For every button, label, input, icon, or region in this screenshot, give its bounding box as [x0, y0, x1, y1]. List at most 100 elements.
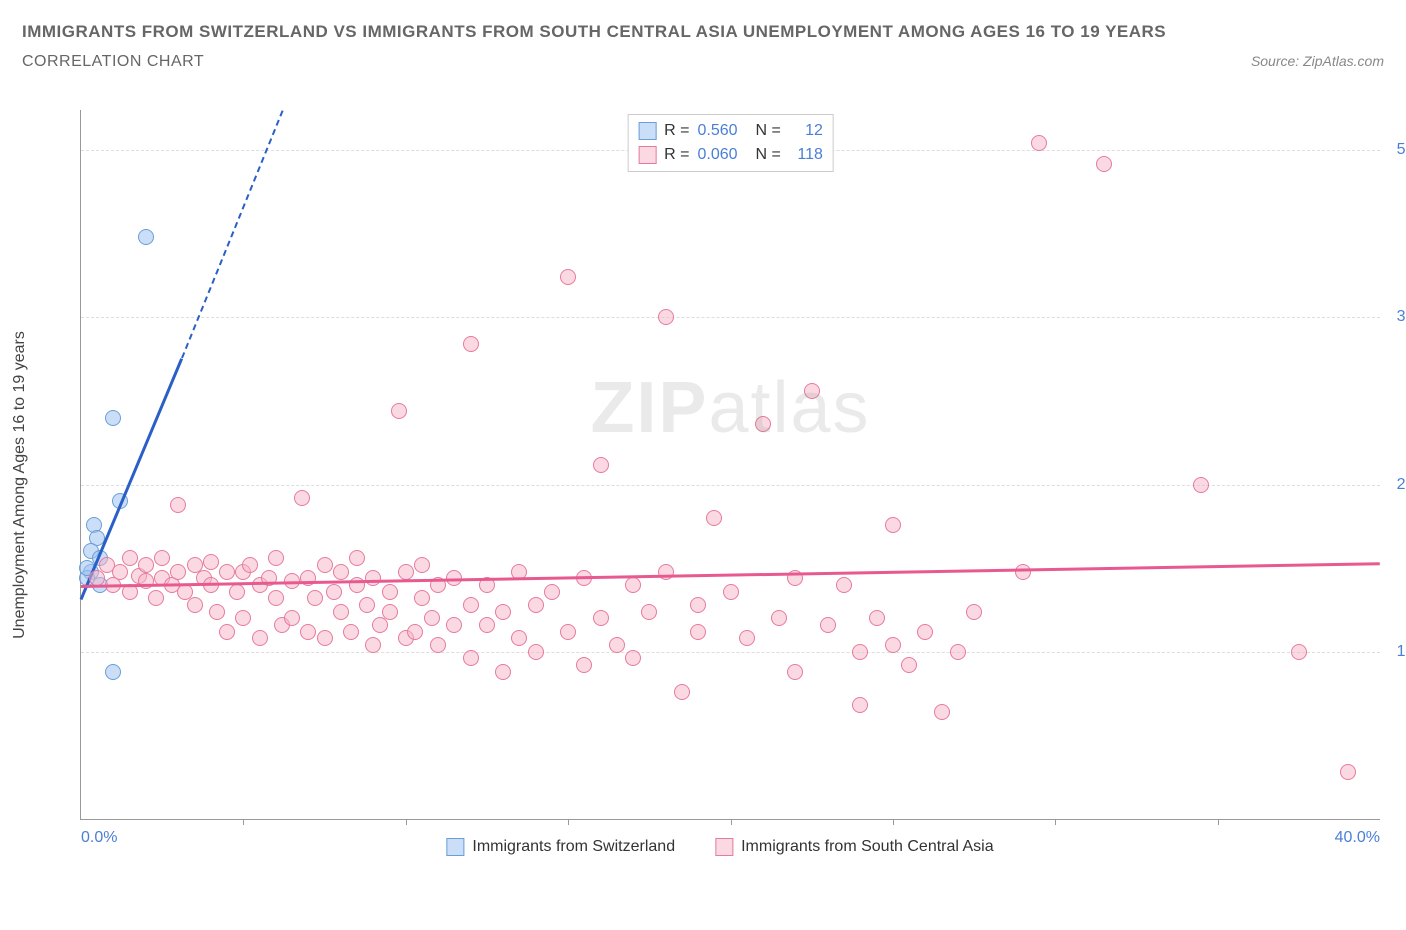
data-point-switzerland [105, 410, 121, 426]
data-point-south-central-asia [242, 557, 258, 573]
series-legend: Immigrants from Switzerland Immigrants fr… [446, 838, 993, 856]
data-point-south-central-asia [170, 497, 186, 513]
x-tick [731, 819, 732, 825]
data-point-south-central-asia [739, 630, 755, 646]
gridline [81, 485, 1380, 486]
x-tick [568, 819, 569, 825]
chart-title: IMMIGRANTS FROM SWITZERLAND VS IMMIGRANT… [22, 18, 1384, 45]
data-point-south-central-asia [869, 610, 885, 626]
data-point-south-central-asia [885, 637, 901, 653]
data-point-south-central-asia [755, 416, 771, 432]
data-point-south-central-asia [333, 604, 349, 620]
data-point-south-central-asia [229, 584, 245, 600]
legend-stat-row: R =0.560N =12 [638, 119, 823, 143]
data-point-south-central-asia [950, 644, 966, 660]
data-point-south-central-asia [138, 557, 154, 573]
data-point-south-central-asia [307, 590, 323, 606]
data-point-south-central-asia [674, 684, 690, 700]
data-point-south-central-asia [382, 584, 398, 600]
data-point-south-central-asia [690, 597, 706, 613]
data-point-south-central-asia [203, 554, 219, 570]
data-point-south-central-asia [112, 564, 128, 580]
subtitle-row: CORRELATION CHART Source: ZipAtlas.com [22, 53, 1384, 71]
legend-item-switzerland: Immigrants from Switzerland [446, 838, 675, 856]
watermark: ZIPatlas [590, 367, 870, 449]
data-point-south-central-asia [326, 584, 342, 600]
y-tick-label: 37.5% [1397, 308, 1406, 326]
legend-swatch-south-central-asia [638, 146, 656, 164]
data-point-south-central-asia [771, 610, 787, 626]
y-tick-label: 25.0% [1397, 476, 1406, 494]
data-point-south-central-asia [170, 564, 186, 580]
data-point-south-central-asia [284, 610, 300, 626]
data-point-south-central-asia [138, 573, 154, 589]
legend-series-name: Immigrants from South Central Asia [741, 838, 994, 856]
data-point-south-central-asia [901, 657, 917, 673]
data-point-south-central-asia [641, 604, 657, 620]
data-point-south-central-asia [820, 617, 836, 633]
legend-item-south-central-asia: Immigrants from South Central Asia [715, 838, 994, 856]
legend-series-name: Immigrants from Switzerland [472, 838, 675, 856]
x-tick [1055, 819, 1056, 825]
legend-stat-row: R =0.060N =118 [638, 143, 823, 167]
data-point-south-central-asia [560, 624, 576, 640]
title-block: IMMIGRANTS FROM SWITZERLAND VS IMMIGRANT… [22, 18, 1384, 71]
data-point-south-central-asia [252, 630, 268, 646]
r-label: R = [664, 143, 689, 167]
chart-area: Unemployment Among Ages 16 to 19 years Z… [60, 110, 1380, 860]
data-point-south-central-asia [365, 637, 381, 653]
data-point-south-central-asia [294, 490, 310, 506]
x-tick [893, 819, 894, 825]
r-label: R = [664, 119, 689, 143]
data-point-south-central-asia [528, 644, 544, 660]
gridline [81, 317, 1380, 318]
x-tick [406, 819, 407, 825]
data-point-south-central-asia [154, 550, 170, 566]
data-point-switzerland [105, 664, 121, 680]
data-point-south-central-asia [495, 604, 511, 620]
data-point-south-central-asia [317, 630, 333, 646]
data-point-south-central-asia [1015, 564, 1031, 580]
data-point-south-central-asia [300, 570, 316, 586]
data-point-south-central-asia [885, 517, 901, 533]
data-point-south-central-asia [463, 336, 479, 352]
data-point-south-central-asia [593, 457, 609, 473]
data-point-south-central-asia [852, 697, 868, 713]
y-axis-label: Unemployment Among Ages 16 to 19 years [11, 331, 29, 639]
n-value: 118 [789, 143, 823, 167]
data-point-south-central-asia [1340, 764, 1356, 780]
scatter-plot: ZIPatlas R =0.560N =12R =0.060N =118 12.… [80, 110, 1380, 820]
data-point-south-central-asia [300, 624, 316, 640]
gridline [81, 652, 1380, 653]
data-point-south-central-asia [372, 617, 388, 633]
r-value: 0.560 [697, 119, 737, 143]
x-tick [243, 819, 244, 825]
data-point-switzerland [138, 229, 154, 245]
source-attribution: Source: ZipAtlas.com [1251, 53, 1384, 69]
data-point-south-central-asia [609, 637, 625, 653]
data-point-south-central-asia [343, 624, 359, 640]
data-point-south-central-asia [658, 309, 674, 325]
data-point-south-central-asia [463, 650, 479, 666]
data-point-south-central-asia [148, 590, 164, 606]
data-point-south-central-asia [1096, 156, 1112, 172]
data-point-south-central-asia [446, 617, 462, 633]
data-point-south-central-asia [430, 637, 446, 653]
data-point-south-central-asia [424, 610, 440, 626]
data-point-south-central-asia [690, 624, 706, 640]
data-point-south-central-asia [852, 644, 868, 660]
data-point-south-central-asia [398, 564, 414, 580]
n-value: 12 [789, 119, 823, 143]
data-point-south-central-asia [219, 624, 235, 640]
data-point-south-central-asia [479, 617, 495, 633]
data-point-south-central-asia [209, 604, 225, 620]
data-point-south-central-asia [804, 383, 820, 399]
legend-swatch-icon [446, 838, 464, 856]
data-point-south-central-asia [576, 657, 592, 673]
data-point-south-central-asia [787, 664, 803, 680]
x-tick [1218, 819, 1219, 825]
data-point-south-central-asia [382, 604, 398, 620]
legend-swatch-icon [715, 838, 733, 856]
data-point-south-central-asia [625, 577, 641, 593]
data-point-south-central-asia [359, 597, 375, 613]
